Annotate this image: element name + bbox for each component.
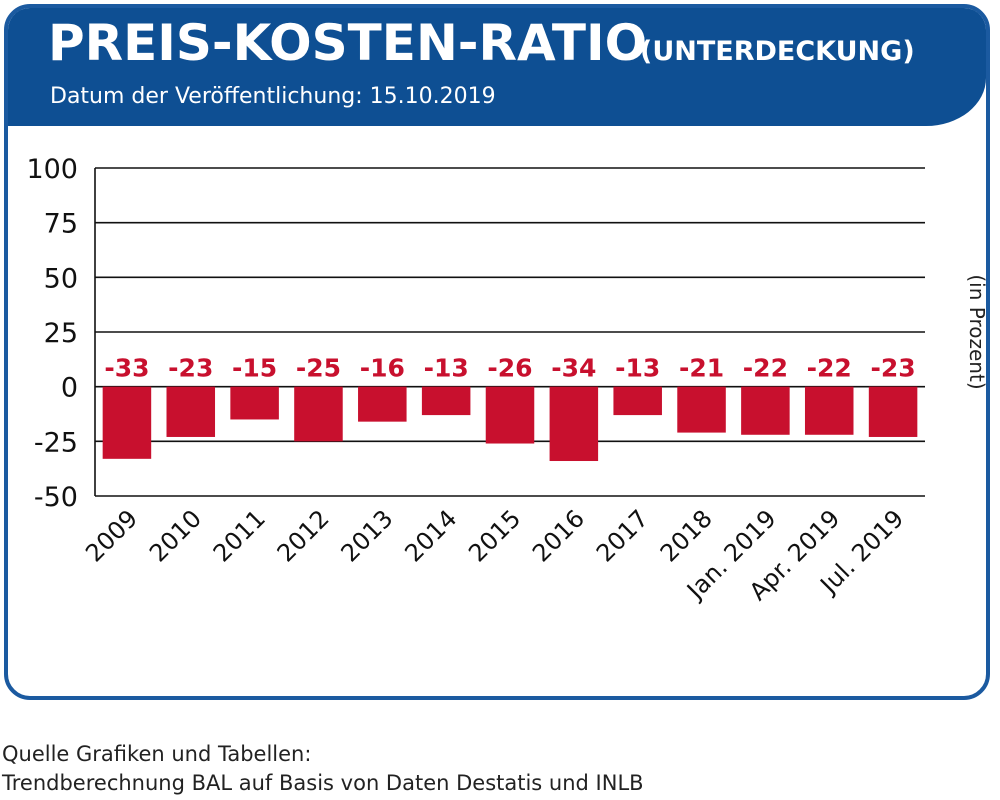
source-note: Quelle Grafiken und Tabellen: Trendberec…	[2, 740, 644, 798]
chart-subtitle: (UNTERDECKUNG)	[640, 36, 915, 67]
x-tick-label: 2011	[208, 504, 271, 567]
data-label: -13	[615, 354, 660, 383]
data-label: -22	[807, 354, 852, 383]
bar-apr-2019	[804, 386, 854, 435]
bar-jan-2019	[741, 386, 790, 435]
bar-jul-2019	[868, 386, 918, 437]
y-tick-label: 100	[26, 154, 78, 185]
y-tick-label: 75	[44, 209, 78, 240]
bar-2010	[166, 386, 216, 437]
data-label: -22	[743, 354, 788, 383]
source-line-1: Quelle Grafiken und Tabellen:	[2, 742, 312, 766]
x-tick-label: 2016	[527, 504, 590, 567]
bar-2009	[102, 386, 152, 459]
data-label: -23	[870, 354, 915, 383]
x-tick-label: 2017	[591, 504, 654, 567]
bar-layer	[102, 386, 918, 462]
label-layer: -33 -23 -15 -25 -16 -13 -26 -34 -13 -21 -22 -22 -23	[104, 354, 915, 383]
x-tick-label: 2013	[336, 504, 399, 567]
y-tick-layer: 100 75 50 25 0 -25 -50	[26, 154, 78, 513]
x-tick-label: 2014	[399, 504, 462, 567]
data-label: -16	[360, 354, 405, 383]
bar-chart: -33 -23 -15 -25 -16 -13 -26 -34 -13 -21 -22 -22 -23 …	[26, 154, 989, 606]
data-label: -25	[296, 354, 341, 383]
x-tick-label: 2009	[80, 504, 143, 567]
y-tick-label: 50	[44, 263, 78, 294]
bar-2018	[677, 386, 726, 433]
y-tick-label: 25	[44, 318, 78, 349]
y-axis-label: (in Prozent)	[965, 274, 989, 389]
bar-2012	[294, 386, 343, 442]
header-banner: PREIS-KOSTEN-RATIO (UNTERDECKUNG) Datum …	[8, 8, 986, 126]
data-label: -13	[424, 354, 469, 383]
y-tick-label: -25	[34, 427, 78, 458]
x-tick-layer: 2009 2010 2011 2012 2013 2014 2015 2016 2017 2018…	[80, 504, 909, 606]
data-label: -26	[487, 354, 532, 383]
data-label: -21	[679, 354, 724, 383]
publication-date: Datum der Veröffentlichung: 15.10.2019	[50, 84, 496, 109]
data-label: -23	[168, 354, 213, 383]
bar-2015	[485, 386, 535, 444]
source-line-2: Trendberechnung BAL auf Basis von Daten …	[2, 771, 644, 795]
chart-card: PREIS-KOSTEN-RATIO (UNTERDECKUNG) Datum …	[4, 4, 990, 700]
y-tick-label: -50	[34, 482, 78, 513]
bar-2014	[421, 386, 471, 416]
x-tick-label: 2012	[272, 504, 335, 567]
bar-2013	[358, 386, 407, 422]
bar-2017	[613, 386, 662, 416]
x-tick-label: 2015	[463, 504, 526, 567]
data-label: -15	[232, 354, 277, 383]
y-tick-label: 0	[61, 373, 78, 404]
bar-2011	[230, 386, 279, 420]
bar-2016	[549, 386, 599, 462]
data-label: -34	[551, 354, 596, 383]
x-tick-label: 2010	[144, 504, 207, 567]
chart-title: PREIS-KOSTEN-RATIO	[48, 14, 648, 72]
data-label: -33	[104, 354, 149, 383]
grid-layer	[94, 167, 925, 497]
